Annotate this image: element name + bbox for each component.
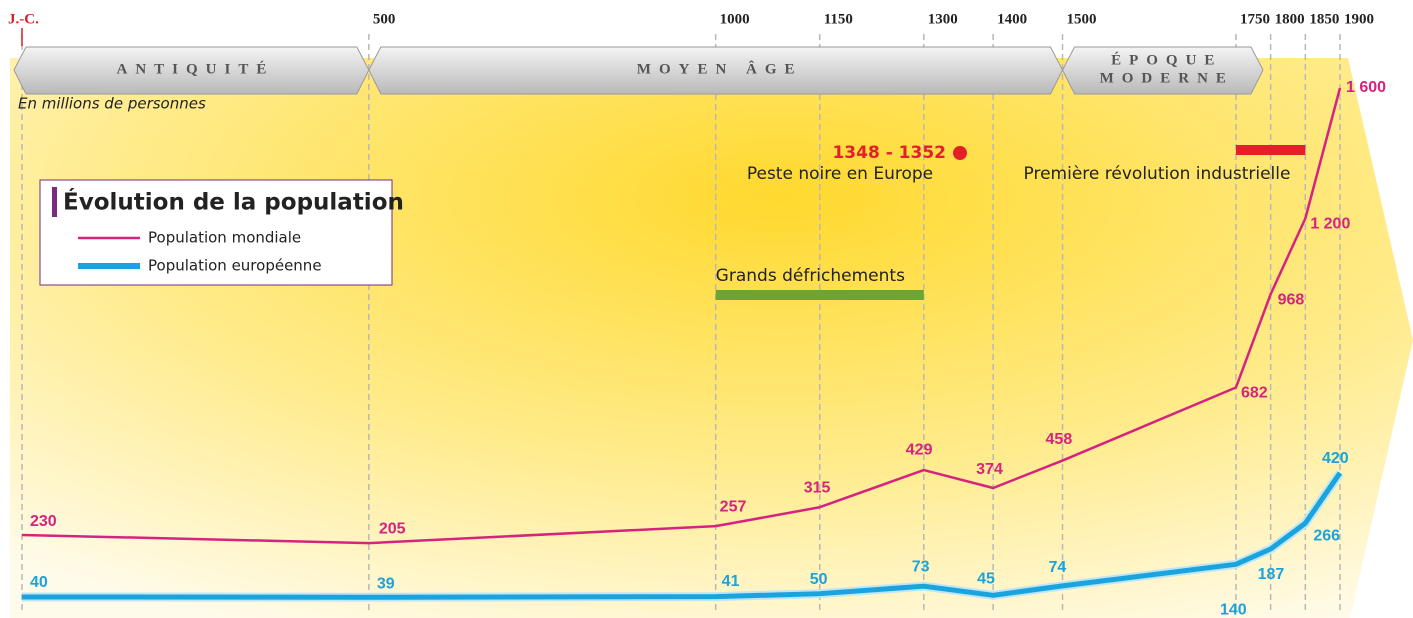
x-tick-label: 1300 (928, 11, 958, 27)
x-tick-label: 1900 (1344, 11, 1374, 27)
data-label: 458 (1046, 431, 1073, 448)
x-tick-label: J.-C. (8, 11, 39, 27)
legend-label: Population mondiale (148, 229, 301, 247)
period-label: MOYEN ÂGE (637, 60, 803, 77)
series-line (21, 471, 1343, 600)
period-label: ANTIQUITÉ (116, 60, 274, 77)
x-tick-label: 1000 (720, 11, 750, 27)
data-label: 41 (722, 573, 740, 590)
x-tick-label: 1750 (1240, 11, 1270, 27)
x-tick-label: 1800 (1275, 11, 1305, 27)
period-band (1061, 46, 1264, 95)
data-label: 1 200 (1310, 216, 1350, 233)
x-tick-label: 500 (373, 11, 396, 27)
event-label: Peste noire en Europe (747, 164, 933, 184)
period-label: MODERNE (1100, 70, 1234, 86)
data-label: 140 (1220, 602, 1247, 618)
event-bar (1235, 145, 1306, 155)
x-tick-label: 1400 (997, 11, 1027, 27)
data-label: 968 (1278, 291, 1305, 308)
period-label: ÉPOQUE (1111, 51, 1222, 68)
event-bar (715, 290, 924, 300)
legend-accent (52, 187, 57, 217)
data-label: 50 (810, 571, 828, 588)
data-label: 315 (804, 479, 831, 496)
subtitle: En millions de personnes (18, 95, 206, 113)
data-label: 374 (976, 461, 1003, 478)
event-dot (953, 146, 967, 160)
background (10, 58, 1413, 618)
data-label: 230 (30, 513, 57, 530)
data-label: 429 (906, 441, 933, 458)
data-label: 420 (1322, 450, 1349, 467)
data-label: 205 (379, 520, 406, 537)
legend: Évolution de la population (39, 179, 404, 286)
x-tick-label: 1850 (1309, 11, 1339, 27)
event-date: 1348 - 1352 (832, 143, 946, 163)
x-tick-label: 1150 (824, 11, 853, 27)
data-label: 257 (720, 498, 747, 515)
legend-label: Population européenne (148, 257, 322, 275)
series-line (21, 87, 1342, 545)
data-label: 39 (377, 575, 395, 592)
data-label: 73 (912, 558, 930, 575)
data-label: 266 (1313, 527, 1340, 544)
event-label: Grands défrichements (716, 266, 905, 286)
data-label: 682 (1241, 385, 1268, 402)
data-label: 74 (1049, 559, 1067, 576)
legend-title: Évolution de la population (63, 188, 404, 216)
data-label: 187 (1258, 566, 1285, 583)
data-label: 40 (30, 574, 48, 591)
event-label: Première révolution industrielle (1024, 164, 1291, 184)
data-label: 45 (977, 571, 995, 588)
x-tick-label: 1500 (1067, 11, 1097, 27)
data-label: 1 600 (1346, 79, 1386, 96)
